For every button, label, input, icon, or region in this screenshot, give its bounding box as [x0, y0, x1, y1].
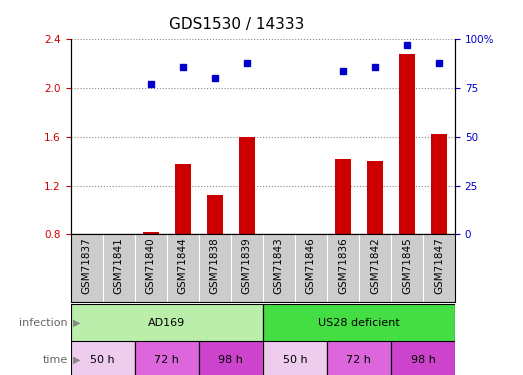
Text: 50 h: 50 h [90, 355, 115, 365]
Text: GSM71839: GSM71839 [242, 238, 252, 294]
Text: 72 h: 72 h [346, 355, 371, 365]
Text: ▶: ▶ [73, 355, 81, 365]
Bar [431, 135, 447, 234]
Bar [327, 341, 391, 375]
Text: 98 h: 98 h [411, 355, 436, 365]
Text: US28 deficient: US28 deficient [318, 318, 400, 327]
Text: GSM71842: GSM71842 [370, 238, 380, 294]
Bar [71, 341, 135, 375]
Text: GDS1530 / 14333: GDS1530 / 14333 [169, 17, 304, 32]
Bar [175, 164, 191, 234]
Bar [263, 304, 455, 341]
Bar [239, 137, 255, 234]
Text: 72 h: 72 h [154, 355, 179, 365]
Text: GSM71846: GSM71846 [306, 238, 316, 294]
Text: ▶: ▶ [73, 318, 81, 327]
Text: GSM71843: GSM71843 [274, 238, 284, 294]
Text: GSM71838: GSM71838 [210, 238, 220, 294]
Text: 98 h: 98 h [218, 355, 243, 365]
Bar [71, 341, 135, 375]
Bar [71, 304, 263, 341]
Text: 50 h: 50 h [282, 355, 307, 365]
Text: GSM71840: GSM71840 [146, 238, 156, 294]
Bar [391, 341, 455, 375]
Bar [367, 161, 383, 234]
Text: GSM71836: GSM71836 [338, 238, 348, 294]
Bar [135, 341, 199, 375]
Bar [135, 341, 199, 375]
Text: GSM71841: GSM71841 [113, 238, 123, 294]
Bar [263, 304, 455, 341]
Text: GSM71845: GSM71845 [402, 238, 412, 294]
Text: GSM71837: GSM71837 [82, 238, 92, 294]
Text: time: time [43, 355, 68, 365]
Bar [391, 341, 455, 375]
Bar [71, 304, 263, 341]
Bar [335, 159, 351, 234]
Bar [263, 341, 327, 375]
Bar [143, 232, 158, 234]
Bar [327, 341, 391, 375]
Text: GSM71847: GSM71847 [434, 238, 444, 294]
Bar [199, 341, 263, 375]
Text: AD169: AD169 [148, 318, 185, 327]
Bar [399, 54, 415, 234]
Text: GSM71844: GSM71844 [178, 238, 188, 294]
Bar [199, 341, 263, 375]
Bar [207, 195, 223, 234]
Text: infection: infection [19, 318, 68, 327]
Bar [263, 341, 327, 375]
